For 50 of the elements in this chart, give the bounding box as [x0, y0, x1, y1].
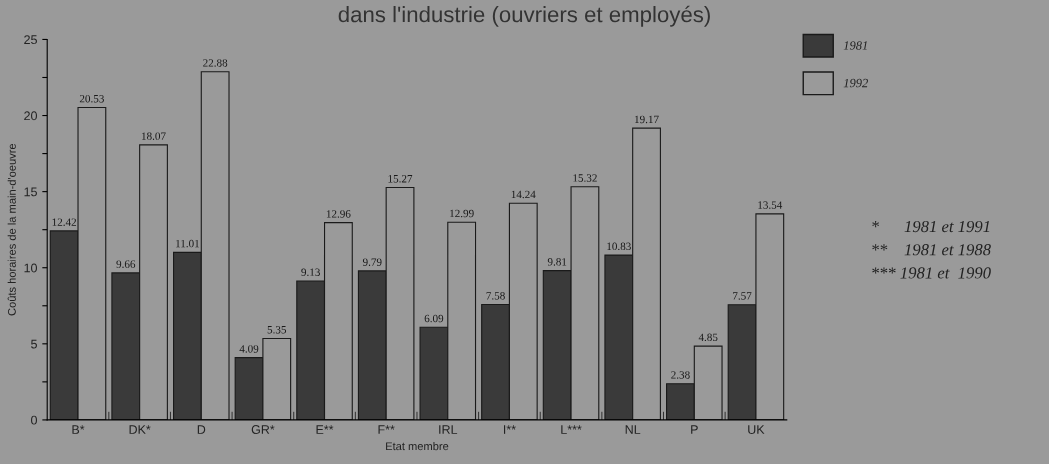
legend-label: 1992 [843, 78, 868, 88]
text: ** 1981 et 1988 [872, 244, 991, 256]
data-label: 5.35 [267, 326, 287, 334]
data-label: 9.13 [301, 268, 320, 276]
y-axis-title: Coûts horaires de la main-d'oeuvre [7, 143, 16, 316]
x-tick-label: B* [72, 425, 85, 434]
data-label: 7.58 [486, 292, 505, 300]
y-tick-label: 10 [24, 263, 37, 273]
y-tick-label: 15 [24, 187, 37, 197]
data-label: 4.85 [698, 333, 718, 342]
data-label: 6.09 [424, 314, 444, 323]
legend-label: 1981 [843, 41, 867, 50]
data-label: 13.54 [758, 201, 783, 209]
data-label: 7.57 [733, 292, 752, 300]
data-label: 20.53 [79, 94, 104, 103]
x-tick-label: NL [625, 425, 641, 434]
y-tick-label: 5 [31, 339, 37, 349]
data-label: 9.81 [547, 258, 567, 266]
y-tick-label: 20 [24, 111, 37, 121]
chart-title: dans l'industrie (ouvriers et employés) [338, 5, 710, 27]
text: * 1981 et 1991 [872, 220, 990, 233]
data-label: 9.79 [362, 258, 382, 266]
data-label: 18.07 [141, 132, 166, 140]
x-tick-label: L*** [561, 425, 582, 434]
data-label: 9.66 [116, 260, 136, 268]
data-label: 12.96 [326, 210, 351, 218]
x-tick-label: F** [378, 425, 395, 434]
data-label: 12.99 [450, 209, 474, 218]
data-label: 10.83 [607, 242, 631, 251]
x-tick-label: P [691, 425, 698, 434]
x-tick-label: I** [503, 425, 516, 434]
data-label: 19.17 [635, 115, 659, 124]
data-label: 15.32 [573, 174, 597, 182]
text: *** 1981 et 1990 [872, 267, 991, 279]
data-label: 14.24 [511, 190, 536, 199]
x-axis-title: Etat membre [386, 441, 449, 451]
data-label: 2.38 [671, 371, 690, 379]
x-tick-label: IRL [439, 425, 458, 434]
x-tick-label: UK [748, 425, 765, 434]
x-tick-label: DK* [129, 425, 151, 434]
data-label: 11.01 [176, 239, 200, 248]
y-tick-label: 25 [24, 35, 37, 45]
x-tick-label: E** [316, 425, 334, 434]
data-label: 15.27 [388, 175, 413, 183]
x-tick-label: D [197, 425, 206, 434]
data-label: 4.09 [239, 345, 259, 353]
x-tick-label: GR* [251, 425, 275, 434]
y-tick-label: 0 [31, 415, 37, 425]
data-label: 22.88 [203, 59, 228, 67]
data-label: 12.42 [52, 218, 77, 226]
